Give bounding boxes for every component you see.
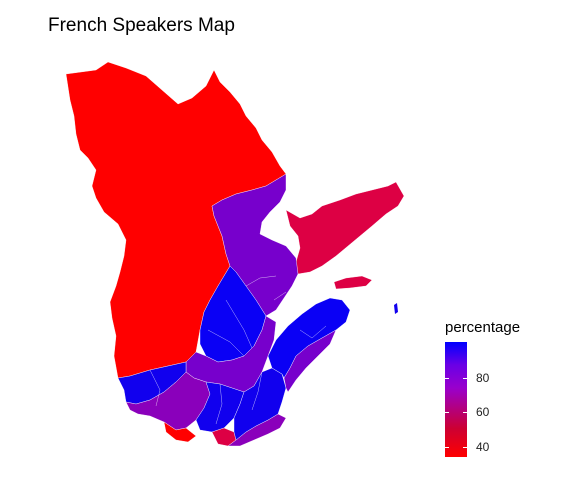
region-pontiac: [163, 421, 197, 443]
map-title: French Speakers Map: [48, 15, 235, 36]
region-bas-saint-laurent: [283, 329, 337, 393]
region-estrie: [233, 367, 287, 441]
region-anticosti: [333, 275, 373, 290]
region-gaspesie: [267, 297, 351, 379]
internal-boundaries: [149, 275, 327, 425]
region-magdalen-islands: [394, 303, 398, 314]
region-cote-nord-east: [285, 181, 405, 275]
